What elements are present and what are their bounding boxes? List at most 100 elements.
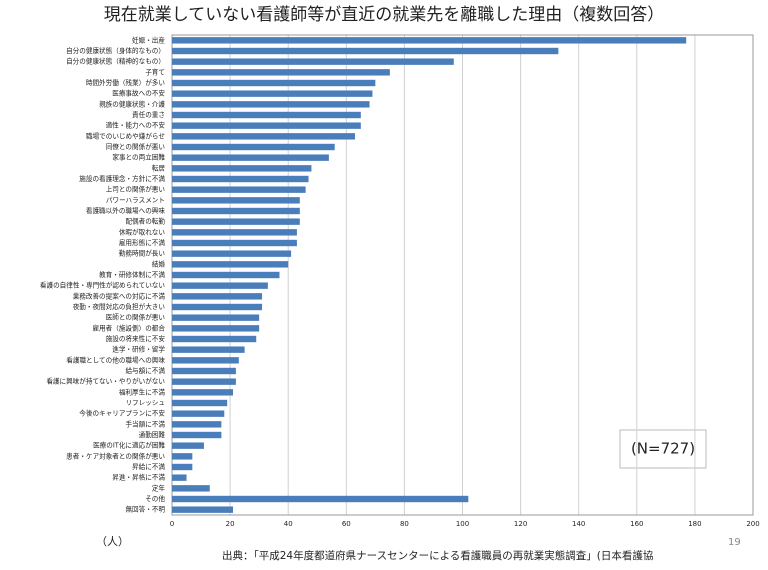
x-tick-label: 20 <box>226 520 235 528</box>
y-tick-label: 自分の健康状態（身体的なもの） <box>66 46 165 55</box>
bar <box>172 197 300 204</box>
bar <box>172 431 222 439</box>
bar <box>172 122 361 129</box>
y-tick-label: 医療事故への不安 <box>112 89 165 98</box>
bar <box>172 261 289 268</box>
y-tick-label: 夜勤・夜間対応の負担が大きい <box>73 302 166 311</box>
x-tick-label: 200 <box>746 520 759 528</box>
x-tick-label: 160 <box>630 520 643 528</box>
y-tick-label: 自分の健康状態（精神的なもの） <box>66 57 165 66</box>
y-tick-label: 責任の重さ <box>132 110 165 119</box>
y-tick-label: 給与額に不満 <box>125 366 165 375</box>
y-tick-label: 転居 <box>152 164 166 172</box>
bar <box>172 367 236 375</box>
y-tick-label: 時間外労働（残業）が多い <box>86 78 166 87</box>
y-tick-label: 医療のIT化に適応が困難 <box>93 441 165 450</box>
x-tick-label: 60 <box>342 520 351 528</box>
bar <box>172 229 297 236</box>
x-tick-label: 120 <box>514 520 527 528</box>
bar <box>172 239 297 247</box>
y-tick-label: 手当額に不満 <box>125 419 165 428</box>
bar <box>172 463 193 471</box>
bar <box>172 335 257 343</box>
y-tick-label: 上司との関係が悪い <box>106 185 166 194</box>
y-tick-label: リフレッシュ <box>125 399 165 407</box>
bar <box>172 303 263 311</box>
y-tick-label: 職場でのいじめや嫌がらせ <box>86 131 165 140</box>
y-tick-label: パワーハラスメント <box>106 196 165 204</box>
bar <box>172 37 687 44</box>
y-tick-label: 昇進・昇格に不満 <box>112 473 165 482</box>
unit-label: （人） <box>96 535 129 548</box>
bar <box>172 399 228 407</box>
x-tick-label: 180 <box>688 520 701 528</box>
bar <box>172 325 260 332</box>
bar <box>172 506 234 513</box>
y-tick-label: 無回答・不明 <box>125 505 165 514</box>
bar <box>172 495 469 503</box>
bar <box>172 111 361 119</box>
bar <box>172 453 193 460</box>
bar <box>172 143 335 151</box>
annotation-box <box>619 429 707 469</box>
y-tick-label: 昇給に不満 <box>132 462 165 471</box>
y-tick-label: 雇用者（施設側）の都合 <box>92 323 165 332</box>
bar <box>172 282 268 289</box>
y-tick-label: その他 <box>145 494 165 503</box>
bar <box>172 133 356 140</box>
bar <box>172 378 236 385</box>
y-tick-label: 定年 <box>152 483 166 492</box>
bar <box>172 175 309 183</box>
bar <box>172 421 222 428</box>
bar <box>172 207 300 215</box>
y-tick-label: 患者・ケア対象者との関係が悪い <box>66 451 165 460</box>
y-tick-label: 通勤困難 <box>139 430 166 439</box>
bar <box>172 79 376 87</box>
y-tick-label: 勤務時間が長い <box>119 249 166 258</box>
bar <box>172 58 454 65</box>
y-tick-label: 看護の自律性・専門性が認められていない <box>40 281 165 290</box>
bar <box>172 474 187 481</box>
y-tick-label: 今後のキャリアプランに不安 <box>79 409 165 418</box>
y-tick-label: 施設の将来性に不安 <box>106 334 166 343</box>
bar <box>172 442 204 449</box>
bar <box>172 218 300 225</box>
bar <box>172 154 329 161</box>
bar <box>172 47 559 55</box>
bar <box>172 250 292 257</box>
bar <box>172 293 263 300</box>
source: 出典：「平成24年度都道府県ナースセンターによる看護職員の再就業実態調査」(日本… <box>222 549 653 562</box>
y-tick-label: 休暇が取れない <box>119 227 166 236</box>
bar <box>172 485 210 492</box>
y-tick-label: 雇用形態に不満 <box>119 238 166 247</box>
y-tick-label: 業務改善の提案への対応に不満 <box>73 291 166 300</box>
y-tick-label: 教育・研修体制に不満 <box>99 270 165 279</box>
x-tick-label: 100 <box>456 520 469 528</box>
y-tick-label: 親族の健康状態・介護 <box>99 99 165 108</box>
x-tick-label: 0 <box>170 520 174 528</box>
y-tick-label: 家事との両立困難 <box>112 153 165 162</box>
bar <box>172 389 234 396</box>
bar <box>172 271 280 279</box>
y-tick-label: 看護に興味が持てない・やりがいがない <box>46 377 165 386</box>
y-tick-label: 看護職以外の職場への興味 <box>86 206 166 215</box>
bar <box>172 90 373 97</box>
y-tick-label: 医師との関係が悪い <box>106 313 166 322</box>
bar <box>172 410 225 417</box>
bar <box>172 357 239 364</box>
y-tick-label: 福利厚生に不満 <box>119 387 166 396</box>
y-tick-label: 妊娠・出産 <box>132 35 165 44</box>
y-tick-label: 子育て <box>145 67 165 76</box>
y-tick-label: 配偶者の転勤 <box>125 217 165 226</box>
annotation: (N=727) <box>631 440 695 458</box>
y-tick-label: 結婚 <box>152 259 166 268</box>
bar <box>172 346 245 353</box>
y-tick-label: 同僚との関係が悪い <box>106 142 166 151</box>
bar <box>172 101 370 108</box>
x-tick-label: 80 <box>400 520 409 528</box>
page-number: 19 <box>728 537 741 548</box>
y-tick-label: 進学・研修・留学 <box>112 345 165 354</box>
bar <box>172 314 260 321</box>
bar <box>172 186 306 193</box>
